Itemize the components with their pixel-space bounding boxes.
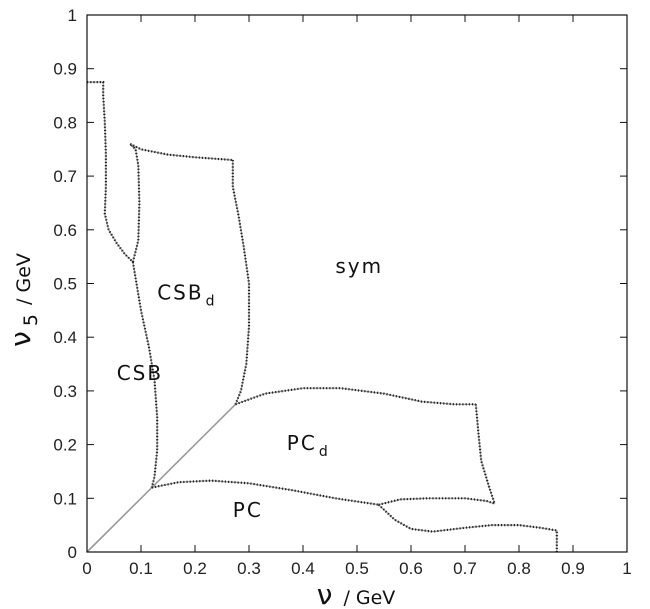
region-label-main: CSB — [157, 281, 203, 305]
boundary-pcd-right-base — [475, 404, 496, 504]
x-tick-label: 0.2 — [183, 559, 207, 578]
boundary-outer-staircase-base — [87, 81, 134, 263]
x-tick-label: 0.9 — [561, 559, 585, 578]
x-tick-label: 0 — [82, 559, 91, 578]
y-axis-unit: / GeV — [13, 253, 35, 305]
y-tick-label: 0.7 — [53, 167, 77, 186]
x-axis-symbol: ν — [317, 578, 333, 609]
tick-marks — [86, 14, 628, 553]
x-tick-label: 0.1 — [129, 559, 153, 578]
boundary-pc-top — [151, 479, 379, 506]
boundary-pc-lower-base — [378, 504, 558, 552]
region-label-csb: CSB — [117, 361, 163, 385]
boundary-pc-lower — [377, 503, 558, 552]
region-label-subscript: d — [319, 444, 328, 460]
boundary-pcd-top-base — [235, 387, 476, 405]
x-tick-label: 0.4 — [291, 559, 315, 578]
boundary-csb-loop-base — [129, 143, 141, 263]
y-tick-label: 0.5 — [53, 275, 77, 294]
boundary-csbd-right — [231, 160, 251, 405]
y-tick-labels: 0 0.1 0.2 0.3 0.4 0.5 0.6 0.7 0.8 0.9 1 — [53, 6, 77, 562]
x-tick-labels: 0 0.1 0.2 0.3 0.4 0.5 0.6 0.7 0.8 0.9 1 — [82, 559, 631, 578]
x-tick-label: 1 — [622, 559, 631, 578]
boundary-pcd-top — [235, 387, 476, 406]
x-tick-label: 0.7 — [453, 559, 477, 578]
boundary-pcd-right — [474, 404, 496, 505]
region-label-main: sym — [335, 254, 383, 278]
region-label-sym: sym — [335, 254, 383, 278]
x-tick-label: 0.3 — [237, 559, 261, 578]
y-tick-label: 1 — [68, 6, 77, 25]
region-label-pc-d: PC d — [287, 431, 328, 460]
boundary-csb-csbd — [131, 261, 159, 488]
region-label-pc: PC — [233, 498, 263, 522]
region-label-main: CSB — [117, 361, 163, 385]
region-label-csb-d: CSB d — [157, 281, 214, 310]
x-axis-unit: / GeV — [343, 587, 395, 609]
region-label-main: PC — [287, 431, 317, 455]
x-tick-label: 0.8 — [507, 559, 531, 578]
y-tick-label: 0.1 — [53, 489, 77, 508]
y-tick-label: 0.8 — [53, 113, 77, 132]
boundary-csbd-top-base — [129, 143, 233, 161]
boundary-outer-staircase — [87, 80, 134, 263]
y-axis-symbol: ν — [4, 331, 37, 347]
y-tick-label: 0.3 — [53, 382, 77, 401]
boundary-pc-top-base — [151, 479, 379, 506]
x-axis-label: ν / GeV — [317, 578, 396, 609]
y-tick-label: 0.6 — [53, 221, 77, 240]
y-axis-subscript: 5 — [20, 314, 42, 326]
x-tick-label: 0.6 — [399, 559, 423, 578]
boundary-curves — [86, 80, 558, 553]
y-tick-label: 0.2 — [53, 436, 77, 455]
region-label-subscript: d — [206, 294, 215, 310]
y-tick-label: 0.9 — [53, 60, 77, 79]
boundary-pc-pcd-right — [378, 497, 496, 506]
boundary-diagonal — [86, 403, 237, 553]
y-axis-label: ν 5 / GeV — [4, 253, 42, 347]
region-label-main: PC — [233, 498, 263, 522]
boundary-csbd-top — [129, 142, 233, 162]
x-tick-label: 0.5 — [345, 559, 369, 578]
y-tick-label: 0 — [68, 543, 77, 562]
y-tick-label: 0.4 — [53, 328, 77, 347]
